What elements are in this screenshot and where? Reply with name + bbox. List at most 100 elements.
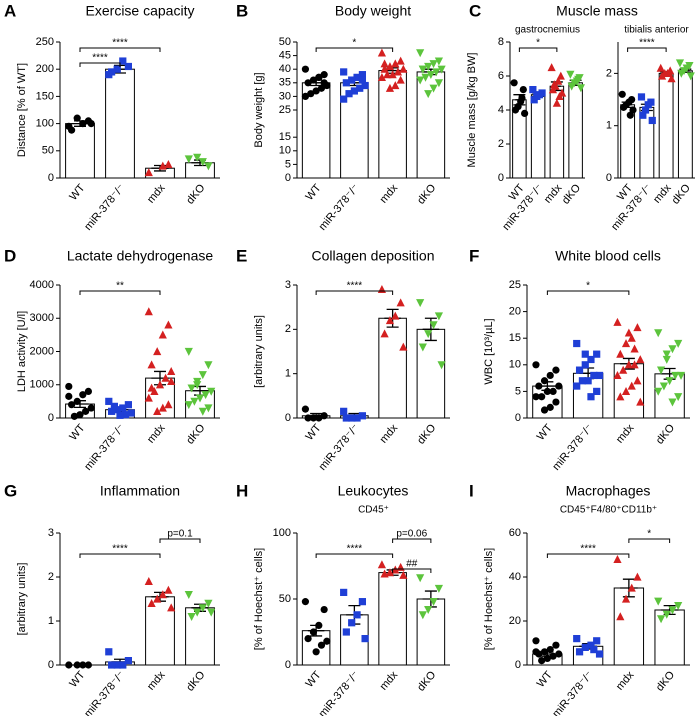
y-tick-label: 30	[279, 90, 291, 102]
y-tick-label: 35	[279, 77, 291, 89]
data-point	[621, 387, 631, 395]
data-point	[304, 79, 312, 87]
data-point	[593, 350, 601, 358]
y-tick-label: 150	[36, 90, 54, 102]
data-point	[73, 397, 81, 405]
data-point	[657, 71, 667, 80]
y-tick-label: 8	[498, 36, 504, 48]
bar	[658, 72, 674, 179]
chart-title: Inflammation	[100, 483, 180, 499]
x-tick-label: mdx	[651, 182, 674, 206]
data-point	[184, 347, 193, 356]
data-point	[195, 394, 205, 403]
data-point	[549, 387, 557, 395]
x-tick-label: mdx	[378, 669, 401, 693]
data-point	[79, 391, 87, 399]
bar	[378, 317, 407, 419]
significance-label: *	[647, 529, 651, 540]
y-tick-label: 4	[498, 104, 504, 116]
data-point	[158, 403, 167, 412]
significance-bracket	[546, 553, 630, 558]
data-point	[613, 371, 622, 380]
data-point	[388, 70, 397, 79]
y-axis-label: Body weight [g]	[253, 72, 265, 147]
data-point	[87, 404, 95, 412]
x-tick-label: miR-378⁻/⁻	[550, 669, 595, 716]
chart-title: Lactate dehydrogenase	[67, 248, 214, 264]
x-tick-label: miR-378⁻/⁻	[82, 422, 127, 473]
data-point	[648, 116, 656, 125]
bar	[416, 328, 446, 419]
data-point	[593, 387, 601, 395]
data-point	[164, 585, 173, 594]
y-tick-label: 2	[498, 138, 504, 150]
data-point	[626, 111, 634, 119]
panel-letter: C	[469, 1, 481, 20]
data-point	[429, 598, 438, 607]
data-point	[383, 70, 392, 79]
data-point	[207, 387, 216, 396]
data-point	[315, 73, 323, 81]
data-point	[619, 365, 628, 374]
data-point	[552, 641, 560, 649]
data-point	[110, 402, 118, 410]
bar	[568, 82, 583, 179]
data-point	[668, 345, 677, 354]
data-point	[361, 635, 369, 643]
y-tick-label: 1	[48, 615, 54, 627]
significance-bracket	[79, 290, 161, 295]
data-point	[437, 361, 446, 370]
error-bar	[660, 367, 679, 380]
significance-bracket	[79, 47, 161, 52]
x-tick-label: dKO	[415, 182, 439, 207]
data-point	[621, 339, 631, 348]
data-point	[627, 333, 636, 342]
significance-label: *	[536, 38, 540, 49]
data-point	[315, 621, 323, 630]
data-point	[198, 604, 207, 613]
data-point	[567, 82, 576, 91]
data-point	[575, 366, 584, 374]
bar	[105, 68, 135, 179]
y-tick-label: 100	[273, 527, 291, 539]
y-tick-label: 0	[48, 172, 54, 184]
data-point	[309, 414, 318, 422]
y-tick-label: 6	[498, 70, 504, 82]
data-point	[164, 320, 173, 329]
data-point	[555, 92, 564, 100]
data-point	[164, 400, 173, 409]
y-tick-label: 0	[285, 172, 291, 184]
y-tick-label: 0	[48, 659, 54, 671]
data-point	[546, 403, 554, 411]
x-tick-label: WT	[303, 182, 323, 203]
data-point	[309, 76, 318, 84]
data-point	[399, 342, 408, 351]
data-point	[385, 62, 395, 71]
data-point	[198, 158, 207, 167]
data-point	[127, 409, 135, 417]
data-point	[677, 69, 686, 78]
y-tick-label: 0	[515, 659, 521, 671]
data-point	[519, 86, 527, 94]
data-point	[573, 635, 581, 643]
data-point	[424, 62, 433, 71]
data-point	[535, 382, 543, 390]
data-point	[65, 382, 73, 391]
chart-subtitle: CD45⁺F4/80⁺CD11b⁺	[560, 505, 657, 516]
data-point	[356, 84, 364, 92]
y-axis-label: [arbitrary units]	[253, 315, 265, 388]
y-axis-label: WBC [10³/µL]	[483, 318, 495, 384]
data-point	[158, 161, 167, 170]
data-point	[84, 661, 92, 669]
data-point	[396, 562, 405, 571]
data-point	[686, 72, 695, 81]
data-point	[184, 401, 193, 410]
panel-letter: I	[469, 481, 474, 500]
data-point	[320, 605, 328, 614]
data-point	[380, 59, 389, 68]
data-point	[105, 397, 113, 405]
y-tick-label: 15	[279, 131, 291, 143]
y-tick-label: 45	[279, 50, 291, 62]
data-point	[662, 355, 671, 364]
y-tick-label: 2	[48, 571, 54, 583]
